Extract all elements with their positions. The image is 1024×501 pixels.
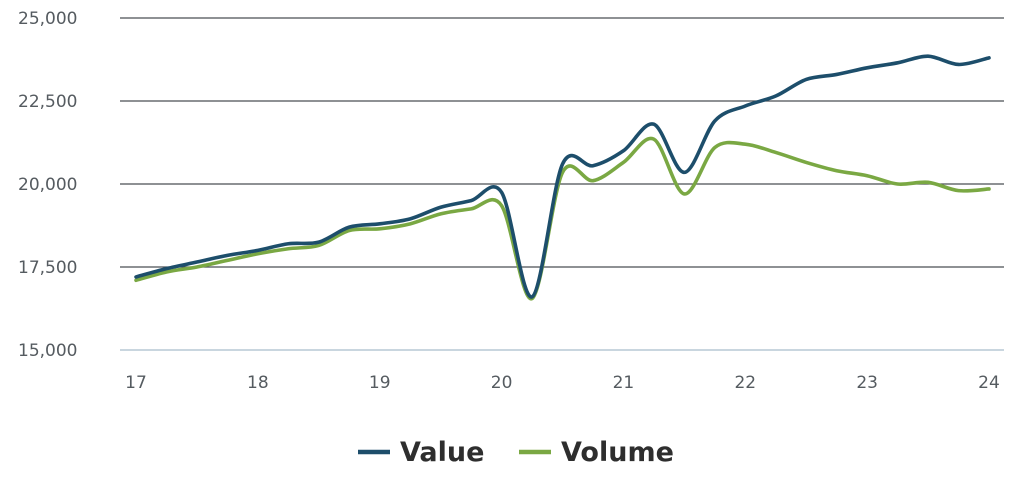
y-tick-label: 20,000 <box>18 175 77 195</box>
legend-label-volume: Volume <box>561 437 674 468</box>
series-layer <box>134 54 991 301</box>
x-tick-label: 24 <box>978 373 1000 393</box>
grid-lines <box>120 17 1004 351</box>
x-tick-label: 19 <box>369 373 391 393</box>
x-tick-label: 22 <box>734 373 756 393</box>
x-tick-label: 18 <box>247 373 269 393</box>
y-tick-label: 17,500 <box>18 258 77 278</box>
x-tick-label: 17 <box>125 373 147 393</box>
y-tick-label: 22,500 <box>18 92 77 112</box>
x-axis: 17 18 19 20 21 22 23 24 <box>125 373 1000 393</box>
y-tick-label: 15,000 <box>18 341 77 361</box>
x-tick-label: 23 <box>856 373 878 393</box>
y-axis: 15,000 17,500 20,000 22,500 25,000 <box>18 9 77 361</box>
y-tick-label: 25,000 <box>18 9 77 29</box>
x-tick-label: 20 <box>491 373 513 393</box>
legend: Value Volume <box>358 437 674 468</box>
x-tick-label: 21 <box>613 373 635 393</box>
series-line-value <box>134 54 991 299</box>
legend-label-value: Value <box>400 437 484 468</box>
